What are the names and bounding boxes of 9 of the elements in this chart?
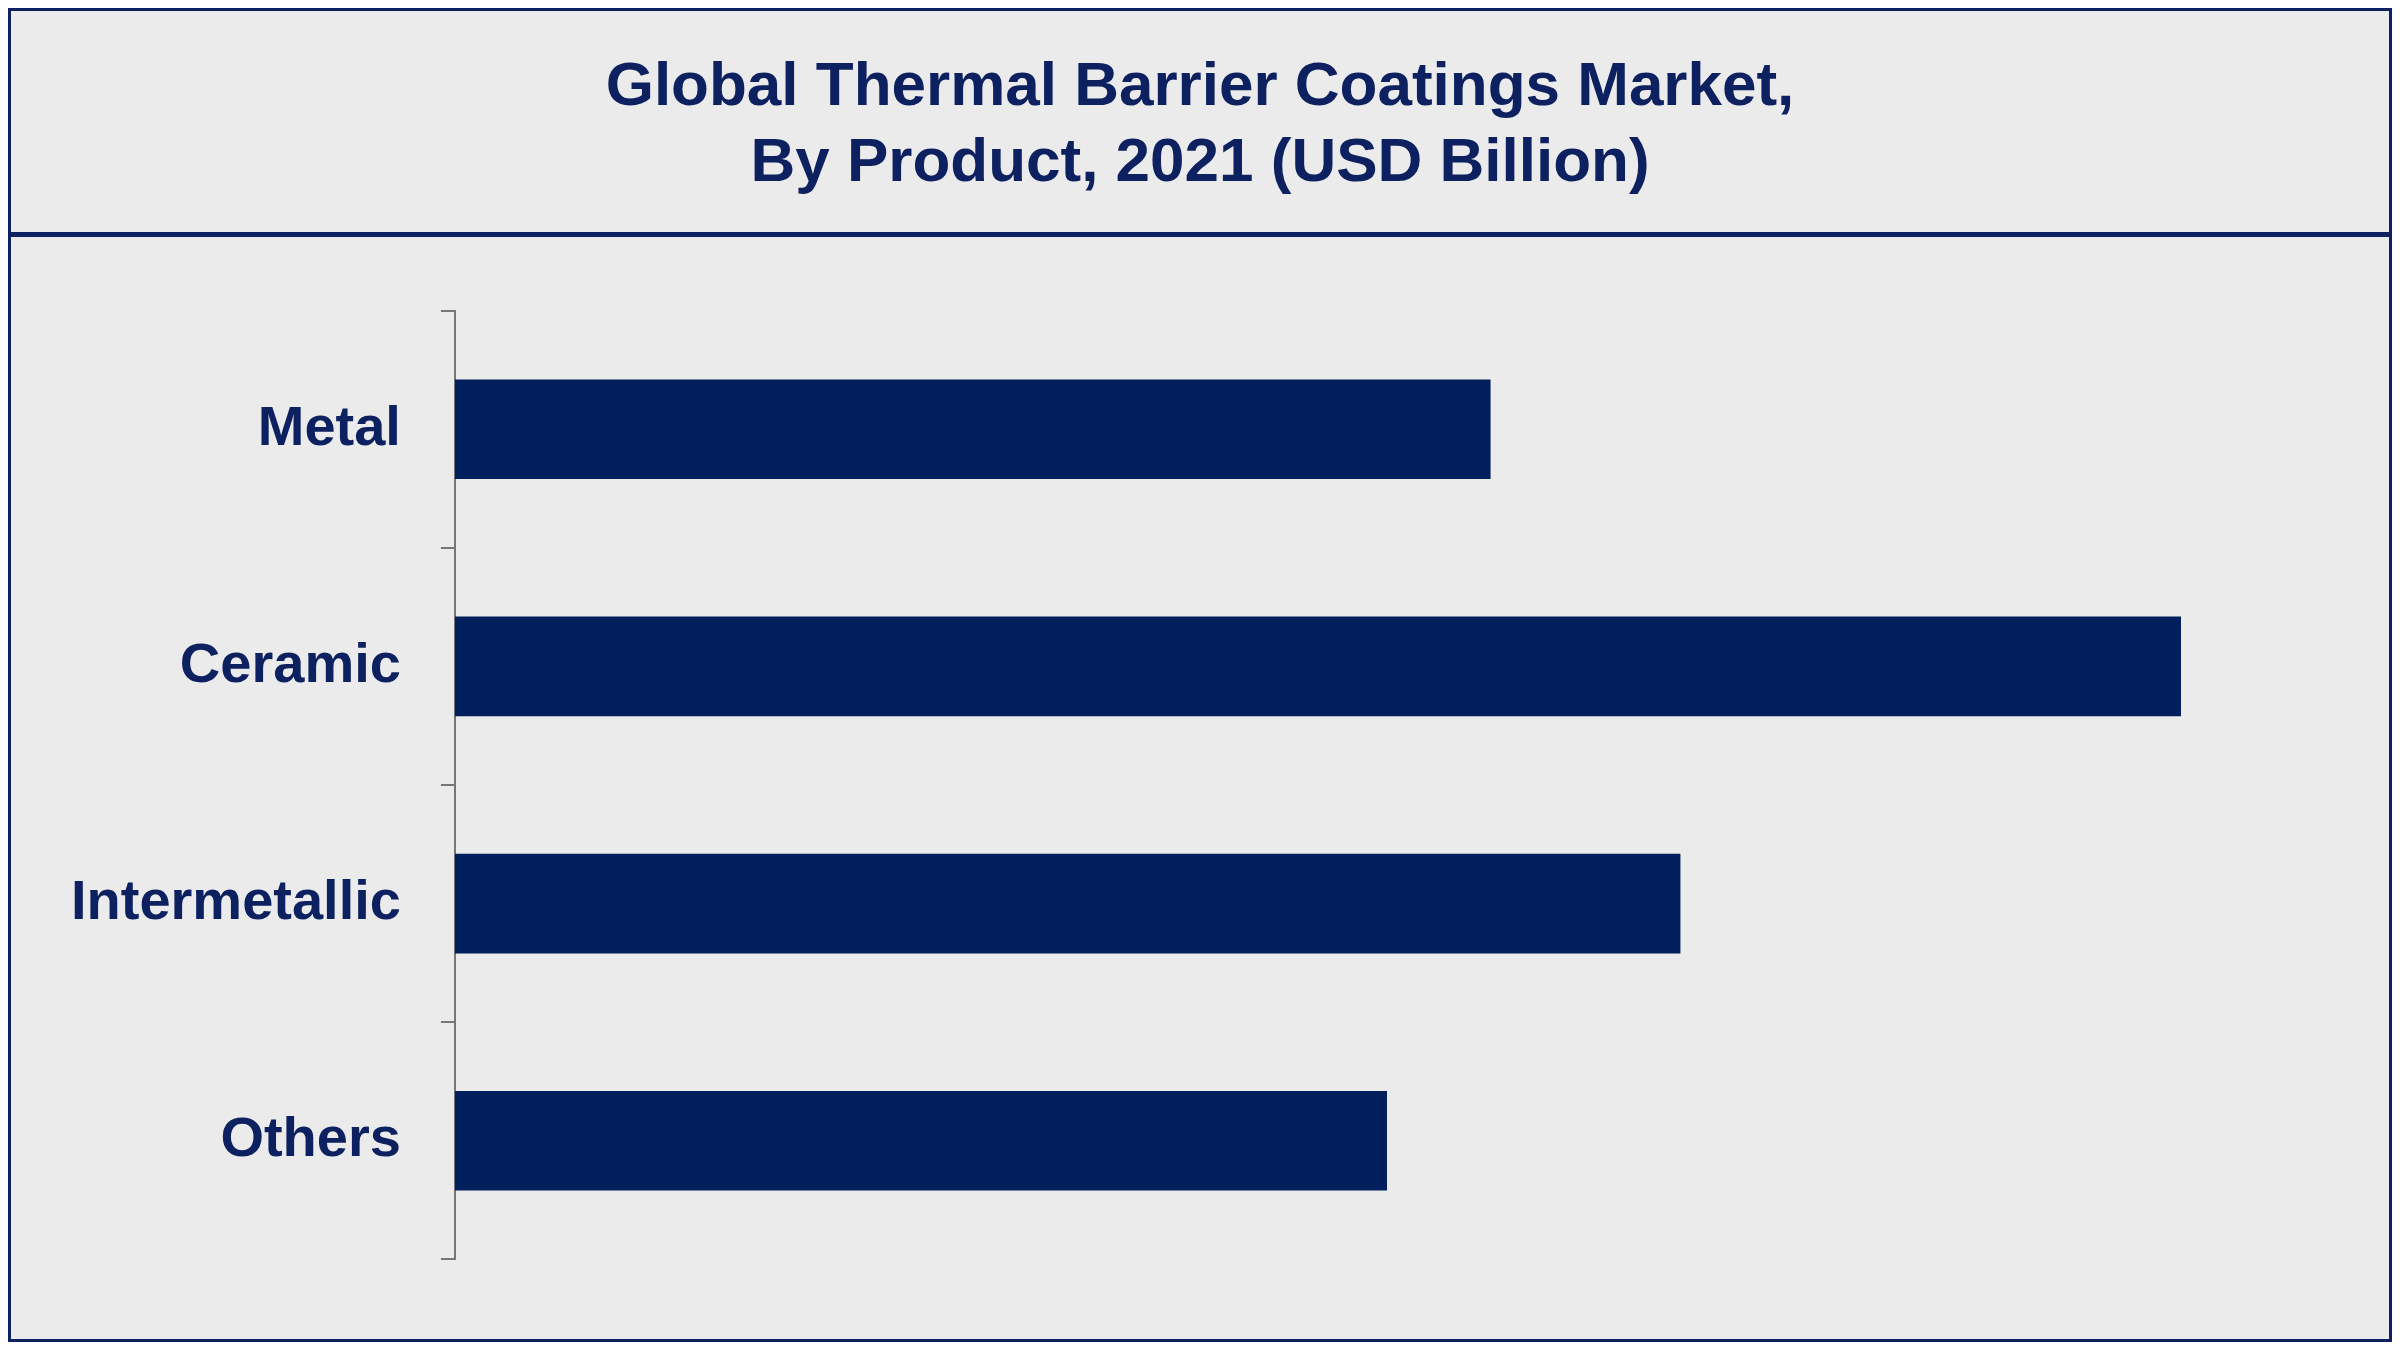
bar — [454, 1090, 1387, 1191]
y-tick-label: Ceramic — [179, 630, 401, 694]
bar — [454, 853, 1681, 954]
y-tick-label: Intermetallic — [71, 868, 401, 932]
bar — [454, 379, 1491, 480]
bar — [454, 616, 2181, 717]
y-tick-label: Metal — [257, 393, 401, 457]
y-tick-label: Others — [220, 1105, 401, 1169]
chart-title: Global Thermal Barrier Coatings Market, By Product, 2021 (USD Billion) — [605, 47, 1795, 196]
